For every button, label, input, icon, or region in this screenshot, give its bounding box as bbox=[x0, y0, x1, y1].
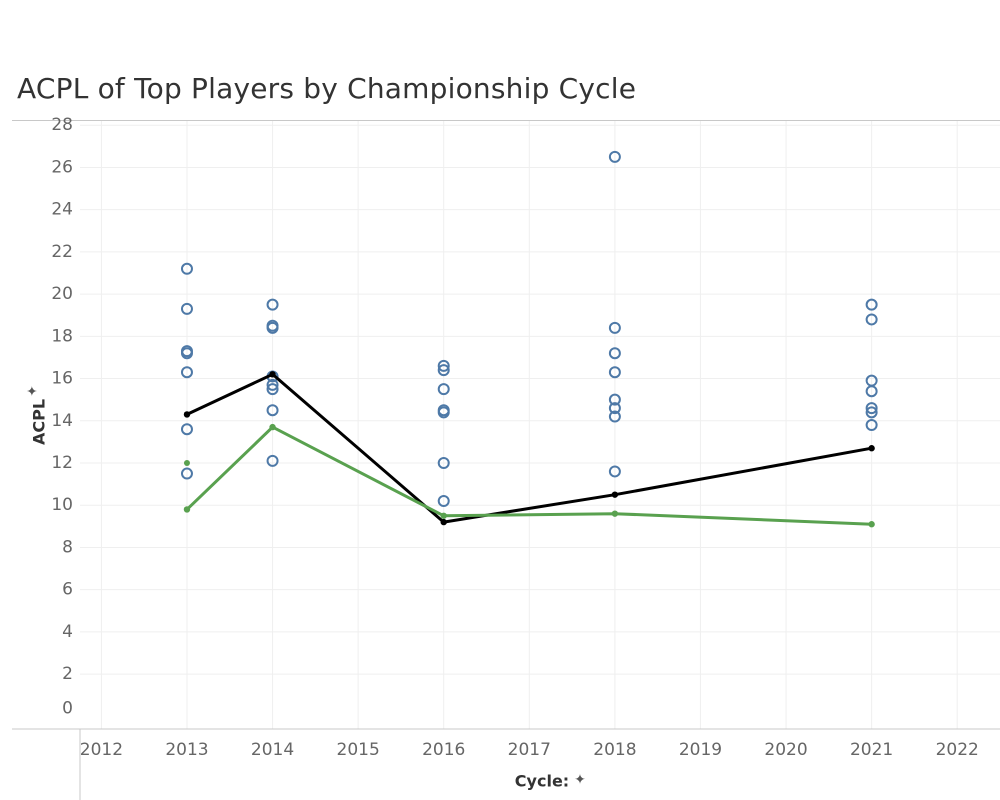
line-point[interactable] bbox=[611, 491, 619, 498]
x-axis-ticks: 2012 2013 2014 2015 2016 2017 2018 2019 2020 2021… bbox=[80, 740, 979, 760]
player-point[interactable] bbox=[266, 321, 279, 334]
line-point[interactable] bbox=[611, 510, 619, 517]
player-point[interactable] bbox=[180, 262, 193, 275]
x-tick-label[interactable]: 2014 bbox=[251, 740, 294, 760]
player-point[interactable] bbox=[865, 406, 878, 419]
x-tick-label[interactable]: 2020 bbox=[764, 740, 807, 760]
player-point[interactable] bbox=[437, 359, 450, 372]
player-point[interactable] bbox=[608, 410, 621, 423]
line-point[interactable] bbox=[183, 506, 191, 513]
x-tick-label[interactable]: 2022 bbox=[936, 740, 979, 760]
y-tick-label: 2 bbox=[62, 664, 73, 684]
y-axis-pin-icon[interactable]: ✦ bbox=[25, 385, 41, 397]
player-point[interactable] bbox=[608, 402, 621, 415]
y-tick-label: 22 bbox=[51, 242, 73, 262]
player-point[interactable] bbox=[266, 383, 279, 396]
player-point[interactable] bbox=[608, 465, 621, 478]
player-point[interactable] bbox=[865, 385, 878, 398]
line-point[interactable] bbox=[269, 371, 276, 378]
line-point[interactable] bbox=[868, 521, 875, 528]
x-tick-label[interactable]: 2016 bbox=[422, 740, 465, 760]
player-point[interactable] bbox=[608, 393, 621, 406]
player-point[interactable] bbox=[865, 313, 878, 326]
player-point[interactable] bbox=[180, 467, 193, 480]
player-point[interactable] bbox=[180, 347, 193, 360]
y-tick-label: 0 bbox=[62, 698, 73, 718]
y-axis-label: ACPL bbox=[30, 399, 49, 445]
player-point[interactable] bbox=[437, 406, 450, 419]
x-axis-pin-icon[interactable]: ✦ bbox=[574, 772, 586, 788]
x-tick-label[interactable]: 2013 bbox=[165, 740, 208, 760]
y-tick-label: 28 bbox=[51, 115, 73, 135]
player-point[interactable] bbox=[608, 347, 621, 360]
line-point[interactable] bbox=[868, 445, 875, 452]
player-point[interactable] bbox=[266, 378, 279, 391]
player-point[interactable] bbox=[865, 298, 878, 311]
x-axis-label: Cycle: bbox=[515, 772, 569, 791]
chart-marks bbox=[180, 150, 878, 528]
player-point[interactable] bbox=[437, 383, 450, 396]
y-tick-label: 18 bbox=[51, 326, 73, 346]
player-point[interactable] bbox=[180, 366, 193, 379]
axes-frame bbox=[12, 728, 1000, 800]
player-point[interactable] bbox=[266, 404, 279, 417]
y-tick-label: 26 bbox=[51, 157, 73, 177]
y-tick-label: 24 bbox=[51, 200, 73, 220]
player-point[interactable] bbox=[180, 302, 193, 315]
y-tick-label: 14 bbox=[51, 411, 73, 431]
svg-text:✦: ✦ bbox=[574, 772, 586, 788]
gridlines bbox=[80, 121, 1000, 729]
x-tick-label[interactable]: 2018 bbox=[593, 740, 636, 760]
player-point[interactable] bbox=[608, 366, 621, 379]
player-point[interactable] bbox=[437, 495, 450, 507]
player-point[interactable] bbox=[865, 419, 878, 431]
y-tick-label: 12 bbox=[51, 453, 73, 473]
player-point[interactable] bbox=[266, 454, 279, 467]
y-tick-label: 20 bbox=[51, 284, 73, 304]
chart-title: ACPL of Top Players by Championship Cycl… bbox=[17, 72, 637, 105]
y-tick-label: 8 bbox=[62, 537, 73, 557]
player-point[interactable] bbox=[608, 321, 621, 334]
highlight-point[interactable] bbox=[183, 460, 190, 466]
x-tick-label[interactable]: 2012 bbox=[80, 740, 123, 760]
x-tick-label[interactable]: 2017 bbox=[508, 740, 551, 760]
x-tick-label[interactable]: 2019 bbox=[679, 740, 722, 760]
svg-text:✦: ✦ bbox=[25, 385, 41, 397]
line-point[interactable] bbox=[269, 423, 276, 431]
y-tick-label: 4 bbox=[62, 622, 73, 642]
player-point[interactable] bbox=[266, 298, 279, 311]
player-point[interactable] bbox=[437, 457, 450, 469]
line-point[interactable] bbox=[183, 411, 191, 418]
x-tick-label[interactable]: 2015 bbox=[337, 740, 380, 760]
y-tick-label: 10 bbox=[51, 495, 73, 515]
line-point[interactable] bbox=[440, 512, 447, 519]
x-tick-label[interactable]: 2021 bbox=[850, 740, 893, 760]
y-tick-label: 16 bbox=[51, 369, 73, 389]
player-point[interactable] bbox=[180, 423, 193, 436]
player-point[interactable] bbox=[437, 364, 450, 377]
title-divider bbox=[12, 120, 1000, 121]
line-point[interactable] bbox=[440, 518, 447, 526]
y-tick-label: 6 bbox=[62, 580, 73, 600]
player-point[interactable] bbox=[608, 150, 621, 163]
player-point[interactable] bbox=[865, 402, 878, 415]
